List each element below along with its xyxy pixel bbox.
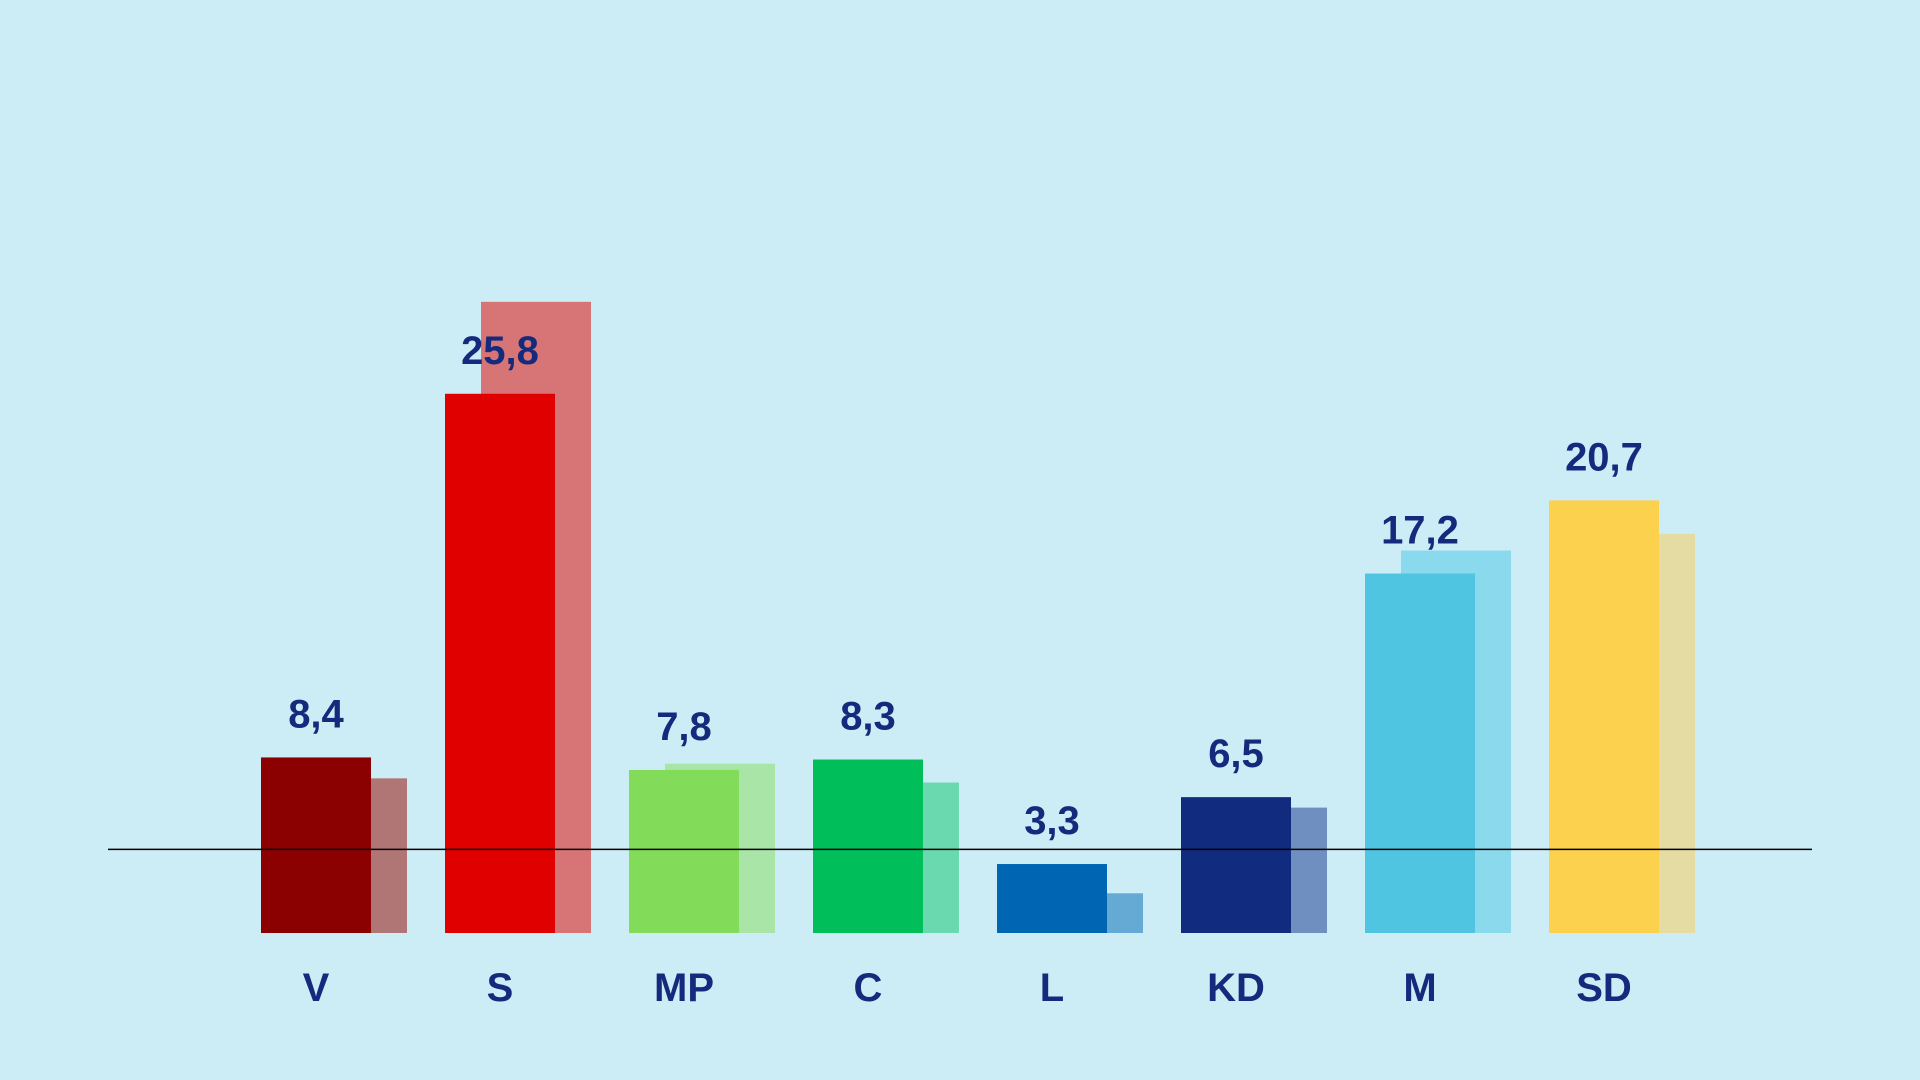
category-label-m: M — [1403, 966, 1436, 1010]
current-series-bars — [261, 393, 1659, 933]
value-label-sd: 20,7 — [1565, 435, 1643, 479]
bar-current-m — [1365, 573, 1475, 933]
bar-current-s — [445, 393, 555, 933]
category-label-v: V — [303, 966, 330, 1010]
category-label-sd: SD — [1576, 966, 1632, 1010]
category-label-s: S — [487, 966, 514, 1010]
value-label-c: 8,3 — [840, 695, 896, 739]
value-label-kd: 6,5 — [1208, 732, 1264, 776]
value-label-mp: 7,8 — [656, 705, 712, 749]
category-label-l: L — [1040, 966, 1064, 1010]
value-label-v: 8,4 — [288, 692, 344, 736]
value-label-l: 3,3 — [1024, 799, 1080, 843]
category-label-kd: KD — [1207, 966, 1265, 1010]
bar-current-kd — [1181, 797, 1291, 933]
bar-current-c — [813, 759, 923, 933]
category-label-c: C — [854, 966, 883, 1010]
category-label-mp: MP — [654, 966, 714, 1010]
value-labels: 8,4 25,8 7,8 8,3 3,3 6,5 17,2 20,7 — [288, 329, 1643, 843]
bar-current-v — [261, 757, 371, 933]
category-labels: V S MP C L KD M SD — [303, 966, 1632, 1010]
bar-current-l — [997, 864, 1107, 933]
bar-current-sd — [1549, 500, 1659, 933]
bar-current-mp — [629, 769, 739, 933]
value-label-m: 17,2 — [1381, 509, 1459, 553]
value-label-s: 25,8 — [461, 329, 539, 373]
